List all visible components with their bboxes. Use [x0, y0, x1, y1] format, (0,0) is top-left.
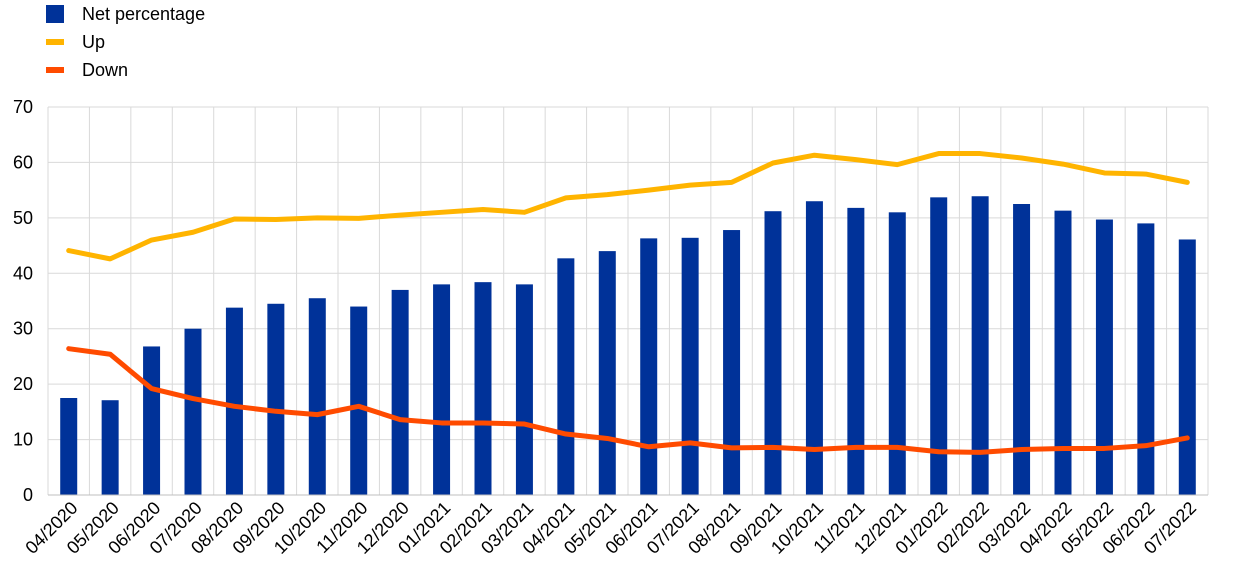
bar — [1137, 223, 1155, 495]
y-tick-label: 30 — [13, 319, 33, 339]
legend-item: Net percentage — [46, 0, 205, 28]
bar — [971, 196, 989, 496]
y-tick-label: 0 — [23, 485, 33, 505]
legend-item: Up — [46, 28, 205, 56]
bar — [888, 212, 906, 496]
bar — [640, 238, 658, 495]
bar — [1054, 210, 1072, 495]
y-tick-label: 70 — [13, 97, 33, 117]
bar — [723, 230, 741, 495]
bar — [101, 400, 119, 495]
bar — [391, 289, 409, 495]
bar — [60, 398, 78, 495]
bar — [267, 303, 285, 495]
bar — [764, 211, 782, 495]
y-tick-label: 10 — [13, 430, 33, 450]
bar — [598, 251, 616, 495]
bar — [515, 284, 533, 495]
series-line-up — [66, 151, 1190, 262]
bar — [1013, 204, 1031, 495]
bar — [1178, 239, 1196, 495]
legend-label: Down — [82, 59, 129, 80]
y-tick-label: 60 — [13, 152, 33, 172]
legend-swatch — [46, 67, 64, 73]
bar — [474, 282, 492, 495]
bar — [847, 207, 865, 495]
bar — [1095, 219, 1113, 495]
bar — [557, 258, 575, 495]
bar — [143, 346, 161, 495]
bar — [225, 307, 243, 495]
bar — [805, 201, 823, 495]
bar — [308, 298, 326, 495]
legend-swatch — [46, 39, 64, 45]
legend-label: Net percentage — [82, 3, 206, 24]
bar — [681, 237, 699, 495]
legend-swatch — [46, 5, 64, 23]
legend-label: Up — [82, 31, 106, 52]
bar — [184, 328, 202, 495]
y-tick-label: 40 — [13, 263, 33, 283]
series-line-down — [66, 346, 1190, 455]
legend-item: Down — [46, 56, 205, 84]
legend: Net percentage Up Down — [46, 0, 205, 84]
bar — [930, 197, 948, 495]
bar — [350, 306, 368, 495]
y-tick-label: 20 — [13, 374, 33, 394]
bar — [433, 284, 451, 495]
y-tick-label: 50 — [13, 208, 33, 228]
